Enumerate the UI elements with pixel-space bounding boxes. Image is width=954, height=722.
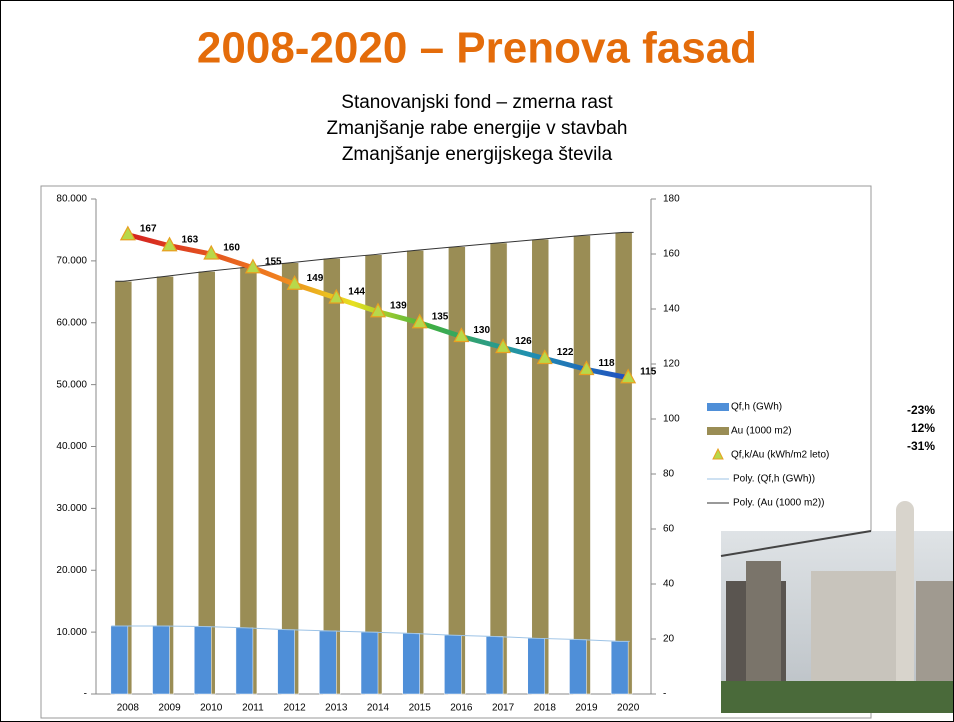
y-tick-label: - bbox=[84, 689, 87, 700]
marker bbox=[161, 236, 178, 252]
legend-label: Poly. (Qf,h (GWh)) bbox=[733, 474, 815, 485]
bar bbox=[527, 638, 546, 695]
x-tick-label: 2014 bbox=[367, 703, 390, 714]
y2-tick-label: 180 bbox=[663, 194, 680, 205]
y2-tick-label: 20 bbox=[663, 634, 675, 645]
legend-label: Au (1000 m2) bbox=[731, 426, 792, 437]
x-tick-label: 2018 bbox=[534, 703, 557, 714]
data-label: 122 bbox=[557, 347, 574, 358]
data-label: 163 bbox=[182, 234, 199, 245]
y-tick-label: 70.000 bbox=[56, 256, 87, 267]
marker bbox=[369, 302, 387, 318]
bar bbox=[485, 636, 504, 695]
marker bbox=[411, 313, 428, 329]
bar bbox=[319, 630, 337, 695]
marker bbox=[495, 338, 512, 354]
chart-frame bbox=[40, 185, 872, 719]
bar bbox=[489, 242, 508, 695]
trendline bbox=[111, 625, 630, 642]
trendline bbox=[115, 231, 634, 282]
x-tick-label: 2010 bbox=[200, 703, 223, 714]
legend-label: Poly. (Au (1000 m2)) bbox=[733, 498, 825, 509]
marker bbox=[536, 349, 553, 365]
data-label: 126 bbox=[515, 336, 532, 347]
data-label: 130 bbox=[473, 325, 490, 336]
data-label: 149 bbox=[307, 273, 324, 284]
y2-tick-label: 100 bbox=[663, 414, 680, 425]
y-tick-label: 50.000 bbox=[56, 379, 87, 390]
annotation: -23% bbox=[907, 403, 935, 417]
y-tick-label: 80.000 bbox=[56, 194, 87, 205]
title: 2008-2020 – Prenova fasad bbox=[197, 24, 757, 73]
marker bbox=[578, 360, 595, 376]
marker bbox=[203, 244, 220, 260]
data-label: 115 bbox=[640, 366, 657, 377]
data-label: 167 bbox=[140, 223, 157, 234]
marker bbox=[620, 368, 637, 384]
marker bbox=[286, 274, 303, 290]
legend-label: Qf,k/Au (kWh/m2 leto) bbox=[731, 450, 829, 461]
data-label: 135 bbox=[432, 311, 449, 322]
y-tick-label: 40.000 bbox=[56, 441, 87, 452]
data-label: 155 bbox=[265, 256, 282, 267]
marker bbox=[453, 327, 470, 343]
bar bbox=[235, 627, 254, 695]
bar bbox=[610, 641, 629, 695]
y2-tick-label: 160 bbox=[663, 249, 680, 260]
x-tick-label: 2016 bbox=[450, 703, 473, 714]
x-tick-label: 2011 bbox=[242, 703, 264, 714]
bar bbox=[402, 633, 420, 695]
x-tick-label: 2008 bbox=[117, 703, 140, 714]
x-tick-label: 2009 bbox=[158, 703, 181, 714]
bar bbox=[444, 634, 462, 695]
bar bbox=[360, 631, 379, 695]
bar bbox=[110, 625, 129, 695]
bar bbox=[614, 232, 633, 695]
legend-swatch bbox=[707, 403, 729, 411]
data-label: 139 bbox=[390, 300, 407, 311]
x-tick-label: 2015 bbox=[409, 703, 432, 714]
photo bbox=[720, 501, 953, 713]
data-label: 118 bbox=[598, 358, 615, 369]
bar bbox=[364, 254, 383, 695]
annotation: -31% bbox=[907, 439, 935, 453]
x-tick-label: 2013 bbox=[325, 703, 348, 714]
bar bbox=[531, 238, 550, 695]
x-tick-label: 2017 bbox=[492, 703, 515, 714]
bar bbox=[448, 246, 466, 695]
bar bbox=[152, 625, 170, 695]
y2-tick-label: 80 bbox=[663, 469, 675, 480]
marker bbox=[244, 258, 261, 274]
y2-tick-label: 140 bbox=[663, 304, 680, 315]
data-label: 160 bbox=[223, 243, 240, 254]
x-tick-label: 2020 bbox=[617, 703, 640, 714]
x-tick-label: 2012 bbox=[283, 703, 306, 714]
legend-swatch bbox=[707, 427, 729, 435]
y2-tick-label: 60 bbox=[663, 524, 675, 535]
legend-label: Qf,h (GWh) bbox=[731, 402, 782, 413]
y2-tick-label: 40 bbox=[663, 579, 675, 590]
marker bbox=[119, 225, 136, 241]
y-tick-label: 10.000 bbox=[56, 627, 87, 638]
legend-swatch bbox=[712, 447, 724, 460]
marker bbox=[328, 288, 345, 304]
data-label: 144 bbox=[348, 287, 365, 298]
bar bbox=[569, 639, 587, 695]
subtitle: Stanovanjski fond – zmerna rast bbox=[341, 92, 613, 113]
y-tick-label: 20.000 bbox=[56, 565, 87, 576]
annotation: 12% bbox=[911, 421, 935, 435]
x-tick-label: 2019 bbox=[575, 703, 598, 714]
bar bbox=[323, 258, 341, 695]
bar bbox=[277, 629, 295, 695]
y2-tick-label: - bbox=[663, 689, 666, 700]
y-tick-label: 60.000 bbox=[56, 317, 87, 328]
bar bbox=[193, 626, 212, 695]
subtitle: Zmanjšanje rabe energije v stavbah bbox=[326, 118, 627, 139]
subtitle: Zmanjšanje energijskega števila bbox=[342, 144, 613, 165]
y-tick-label: 30.000 bbox=[56, 503, 87, 514]
y2-tick-label: 120 bbox=[663, 359, 680, 370]
bar bbox=[573, 235, 591, 695]
